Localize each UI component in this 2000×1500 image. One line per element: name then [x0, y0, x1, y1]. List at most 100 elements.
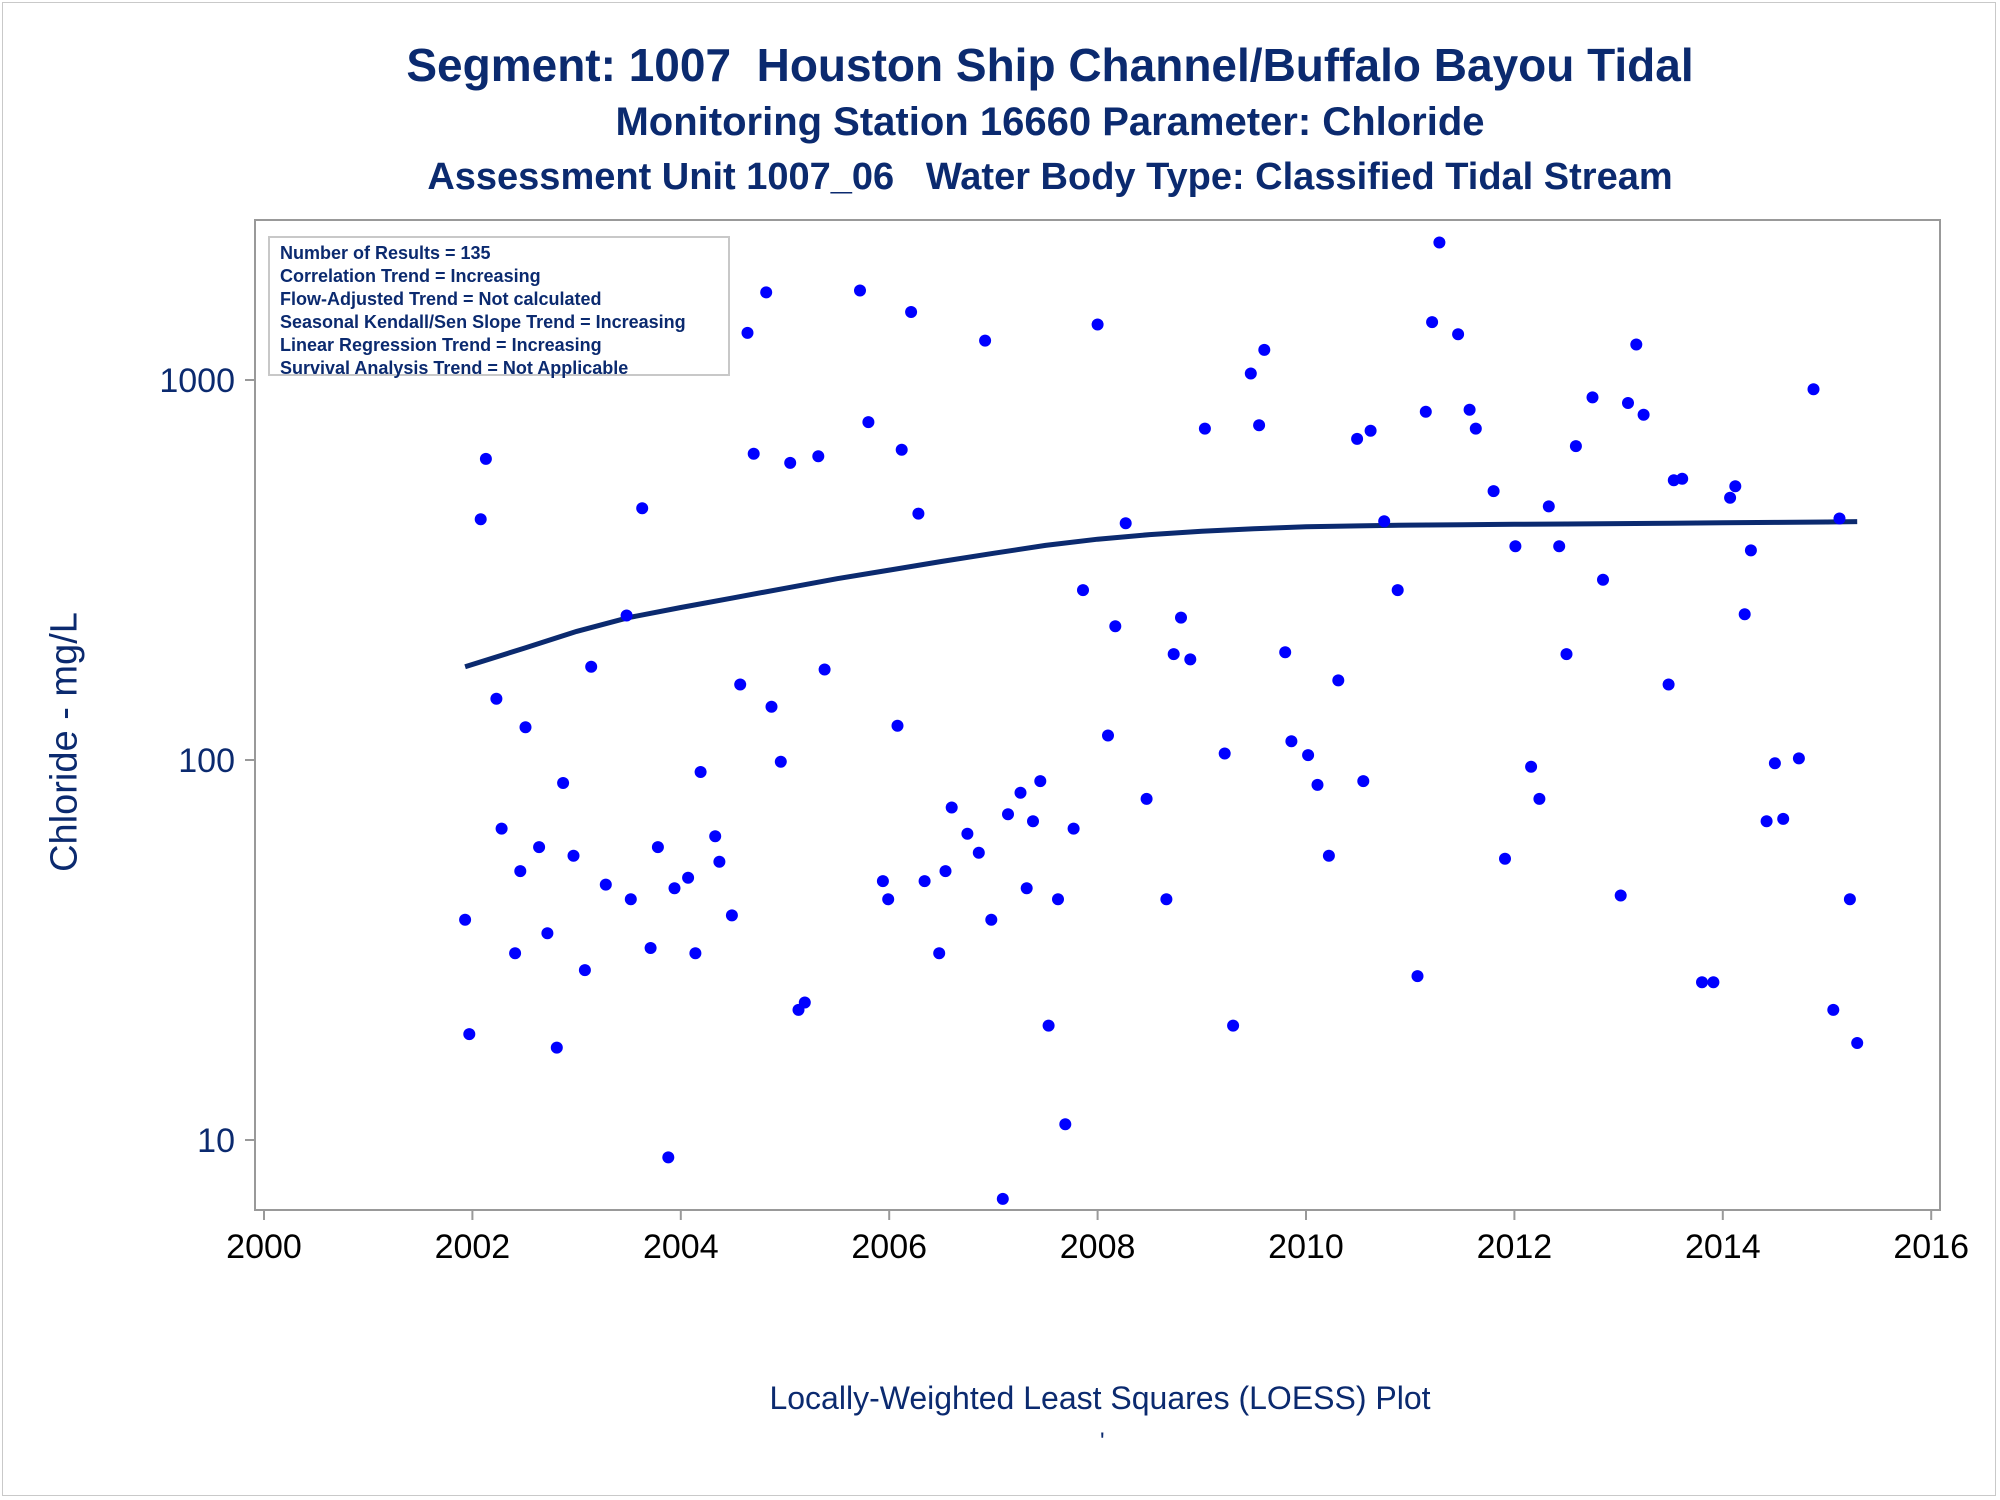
- data-point: [474, 513, 487, 526]
- data-point: [495, 822, 508, 835]
- data-point: [985, 913, 998, 926]
- data-point: [1542, 500, 1555, 513]
- stat-flow-adjusted-trend: Flow-Adjusted Trend = Not calculated: [280, 289, 602, 309]
- stat-linear-regression-trend: Linear Regression Trend = Increasing: [280, 335, 602, 355]
- data-point: [1332, 674, 1345, 687]
- data-point: [1807, 383, 1820, 396]
- data-point: [882, 893, 895, 906]
- data-point: [734, 678, 747, 691]
- data-point: [1311, 778, 1324, 791]
- data-point: [741, 326, 754, 339]
- data-point: [490, 692, 503, 705]
- data-point: [509, 947, 522, 960]
- data-point: [1560, 648, 1573, 661]
- data-point: [905, 306, 918, 318]
- data-point: [1533, 792, 1546, 805]
- data-point: [479, 452, 492, 465]
- x-tick-label-2002: 2002: [435, 1228, 511, 1266]
- data-point: [854, 284, 866, 297]
- chart-subtitle-assessment: Assessment Unit 1007_06 Water Body Type:…: [427, 156, 1673, 198]
- data-point: [1738, 608, 1751, 621]
- data-point: [1364, 424, 1377, 437]
- data-point: [1052, 893, 1064, 906]
- data-point: [519, 721, 532, 734]
- data-point: [876, 875, 889, 888]
- data-point: [1167, 648, 1180, 661]
- data-point: [459, 913, 472, 926]
- data-point: [1724, 491, 1737, 504]
- data-point: [662, 1151, 675, 1164]
- data-point: [541, 927, 554, 940]
- data-point: [1322, 849, 1335, 862]
- data-point: [463, 1028, 476, 1041]
- data-point: [1002, 808, 1014, 821]
- data-point: [1119, 517, 1132, 530]
- data-point: [1637, 408, 1650, 421]
- data-point: [689, 947, 702, 960]
- data-point: [1696, 976, 1708, 989]
- data-point: [1760, 815, 1773, 828]
- data-point: [1744, 544, 1757, 557]
- data-point: [557, 777, 570, 789]
- data-point: [1253, 419, 1266, 432]
- data-point: [979, 334, 992, 347]
- data-point: [1140, 792, 1153, 805]
- data-point: [1777, 812, 1790, 825]
- data-point: [550, 1041, 563, 1054]
- data-point: [1077, 584, 1089, 597]
- data-point: [1198, 422, 1211, 435]
- x-tick-label-2000: 2000: [226, 1228, 302, 1266]
- data-point: [651, 841, 664, 854]
- data-point: [514, 865, 527, 878]
- data-point: [918, 875, 931, 888]
- data-point: [812, 450, 825, 463]
- data-point: [1302, 749, 1315, 762]
- y-tick-label-100: 100: [178, 742, 235, 780]
- data-point: [1499, 852, 1511, 865]
- data-point: [599, 878, 612, 891]
- x-tick-label-2016: 2016: [1893, 1228, 1969, 1266]
- x-tick-label-2014: 2014: [1685, 1228, 1761, 1266]
- data-point: [1160, 893, 1173, 906]
- stat-number-of-results: Number of Results = 135: [280, 243, 491, 263]
- x-tick-label-2012: 2012: [1477, 1228, 1553, 1266]
- stat-seasonal-kendall-trend: Seasonal Kendall/Sen Slope Trend = Incre…: [280, 312, 686, 332]
- x-tick-label-2004: 2004: [643, 1228, 719, 1266]
- data-point: [1351, 432, 1364, 445]
- data-point: [1419, 405, 1432, 418]
- data-point: [1827, 1003, 1840, 1016]
- data-point: [1662, 678, 1675, 691]
- data-point: [725, 909, 738, 922]
- data-point: [1452, 328, 1465, 341]
- chart-title: Segment: 1007 Houston Ship Channel/Buffa…: [406, 39, 1694, 91]
- data-point: [1227, 1019, 1240, 1032]
- data-point: [1244, 367, 1257, 380]
- x-tick-label-2010: 2010: [1268, 1228, 1344, 1266]
- data-point: [1525, 760, 1538, 773]
- data-point: [961, 827, 974, 840]
- y-tick-label-1000: 1000: [159, 362, 235, 400]
- data-point: [747, 447, 760, 460]
- data-point: [1391, 584, 1404, 597]
- data-point: [1569, 440, 1582, 453]
- data-point: [765, 700, 778, 713]
- trend-stats-box: Number of Results = 135 Correlation Tren…: [268, 236, 730, 378]
- data-point: [644, 942, 657, 954]
- data-point: [1553, 540, 1566, 553]
- data-point: [996, 1192, 1009, 1205]
- data-point: [774, 755, 787, 768]
- data-point: [1729, 480, 1742, 493]
- data-point: [798, 996, 811, 1009]
- data-point: [1042, 1019, 1055, 1032]
- data-point: [567, 849, 580, 862]
- data-point: [1469, 422, 1482, 435]
- data-point: [1378, 515, 1391, 528]
- data-point: [818, 663, 831, 676]
- data-point: [1027, 815, 1039, 828]
- data-point: [1091, 318, 1104, 331]
- data-point: [585, 660, 598, 673]
- data-point: [1433, 236, 1446, 249]
- data-point: [1102, 729, 1114, 742]
- data-point: [933, 947, 946, 960]
- data-point: [1285, 735, 1298, 748]
